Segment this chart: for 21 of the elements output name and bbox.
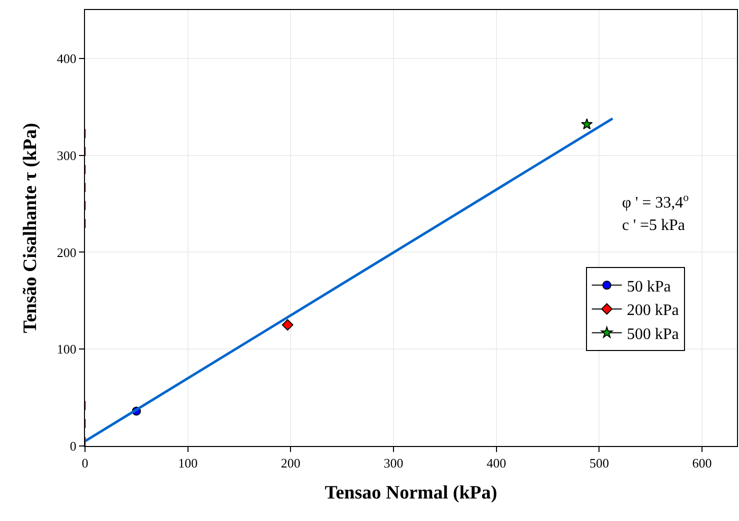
x-tick-label: 300 [384, 456, 404, 471]
y-tick-label: 0 [70, 438, 76, 454]
legend-label: 50 kPa [626, 278, 671, 296]
y-tick-label: 300 [56, 148, 76, 163]
y-axis-title: Tensão Cisalhante τ (kPa) [20, 122, 41, 334]
x-tick-label: 200 [280, 456, 300, 471]
x-axis-title: Tensao Normal (kPa) [324, 482, 498, 504]
x-tick-label: 500 [589, 456, 609, 471]
x-tick-label: 600 [692, 456, 712, 471]
legend-label: 200 kPa [626, 302, 679, 320]
point [282, 319, 294, 331]
x-tick-label: 0 [82, 456, 88, 471]
legend-label: 500 kPa [626, 326, 679, 343]
x-tick-label: 400 [486, 456, 506, 471]
y-tick-label: 200 [56, 244, 76, 260]
annotation: φ ' = 33,4$^{o}$ [622, 192, 690, 212]
point [581, 118, 593, 130]
y-tick-label: 400 [56, 50, 76, 66]
y-tick-label: 100 [56, 342, 76, 357]
x-tick-label: 100 [178, 456, 198, 471]
annotation: c ' =5 kPa [622, 217, 686, 234]
